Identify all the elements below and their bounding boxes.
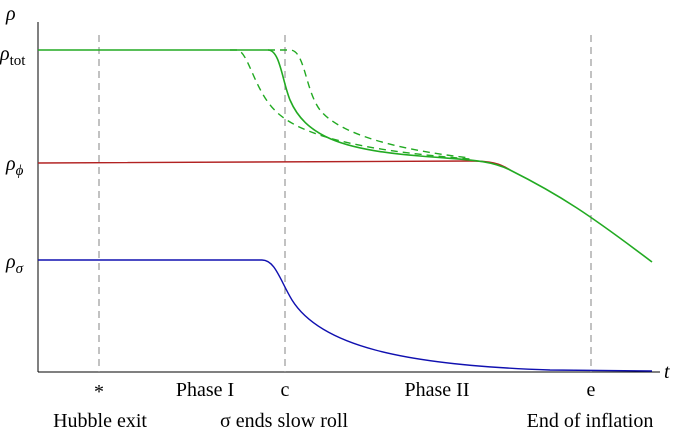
event-label: σ ends slow roll: [220, 410, 348, 432]
level-label: ρϕ: [5, 153, 24, 179]
rho-tot-late-curve: [268, 49, 471, 159]
label-part: tot: [10, 53, 27, 69]
label-part: ρ: [5, 251, 16, 273]
level-label: ρtot: [0, 43, 26, 69]
y-axis-label: ρ: [5, 3, 16, 25]
rho-tot-curve: [38, 49, 653, 263]
rho-tot-early-curve: [230, 49, 471, 160]
phase-label: Phase I: [176, 379, 234, 401]
x-axis-label: t: [664, 361, 670, 383]
label-part: ρ: [5, 153, 16, 175]
event-label: Hubble exit: [53, 410, 147, 432]
label-part: ϕ: [16, 163, 24, 179]
event-label: End of inflation: [527, 410, 654, 432]
label-part: σ: [16, 261, 24, 277]
rho-sigma-curve: [38, 259, 653, 372]
phase-label: Phase II: [405, 379, 470, 401]
rho-phi-curve: [37, 160, 511, 171]
label-part: ρ: [0, 43, 10, 65]
marker-label: *: [94, 381, 104, 403]
level-label: ρσ: [5, 251, 24, 277]
marker-label: c: [281, 379, 290, 401]
marker-label: e: [587, 379, 596, 401]
